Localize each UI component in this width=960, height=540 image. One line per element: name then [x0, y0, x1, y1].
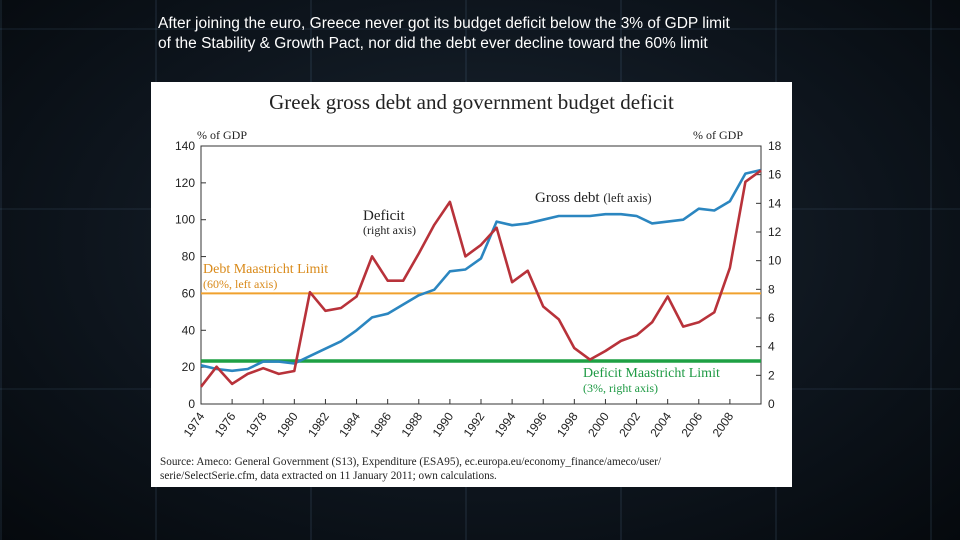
- left-tick-label: 20: [182, 360, 196, 374]
- caption-line-1: After joining the euro, Greece never got…: [158, 15, 730, 32]
- x-tick-label: 1978: [243, 409, 270, 439]
- right-tick-label: 18: [768, 139, 782, 153]
- left-tick-label: 0: [188, 397, 195, 411]
- x-tick-label: 1984: [336, 409, 363, 439]
- slide-caption: After joining the euro, Greece never got…: [158, 14, 878, 54]
- right-tick-label: 2: [768, 368, 775, 382]
- x-tick-label: 2006: [678, 409, 705, 439]
- x-tick-label: 2008: [710, 409, 737, 439]
- right-tick-label: 4: [768, 340, 775, 354]
- chart-source-note: Source: Ameco: General Government (S13),…: [160, 455, 780, 483]
- left-axis-unit: % of GDP: [197, 128, 247, 142]
- left-tick-label: 60: [182, 286, 196, 300]
- right-tick-label: 10: [768, 254, 782, 268]
- x-tick-label: 2002: [616, 409, 643, 439]
- deficit-series-label: Deficit (right axis): [363, 208, 416, 238]
- right-tick-label: 8: [768, 282, 775, 296]
- x-tick-label: 1986: [367, 409, 394, 439]
- right-axis-unit: % of GDP: [693, 128, 743, 142]
- right-tick-label: 0: [768, 397, 775, 411]
- x-tick-label: 1998: [554, 409, 581, 439]
- left-tick-label: 140: [175, 139, 195, 153]
- x-tick-label: 1982: [305, 409, 332, 439]
- x-tick-label: 2004: [647, 409, 674, 439]
- deficit-limit-label: Deficit Maastricht Limit (3%, right axis…: [583, 366, 720, 395]
- x-tick-label: 2000: [585, 409, 612, 439]
- x-tick-label: 1992: [461, 409, 488, 439]
- caption-line-2: of the Stability & Growth Pact, nor did …: [158, 35, 708, 52]
- x-tick-label: 1988: [398, 409, 425, 439]
- x-tick-label: 1980: [274, 409, 301, 439]
- source-line-1: Source: Ameco: General Government (S13),…: [160, 456, 662, 468]
- debt-series-label: Gross debt (left axis): [535, 190, 652, 206]
- left-tick-label: 120: [175, 176, 195, 190]
- x-tick-label: 1976: [212, 409, 239, 439]
- right-tick-label: 16: [768, 168, 782, 182]
- left-tick-label: 40: [182, 323, 196, 337]
- debt-series-line: [200, 168, 762, 373]
- right-tick-label: 6: [768, 311, 775, 325]
- left-tick-label: 100: [175, 213, 195, 227]
- chart-panel: Greek gross debt and government budget d…: [151, 82, 792, 487]
- x-tick-label: 1974: [181, 409, 208, 439]
- source-line-2: serie/SelectSerie.cfm, data extracted on…: [160, 470, 497, 482]
- deficit-series-line: [199, 169, 762, 388]
- x-tick-label: 1990: [430, 409, 457, 439]
- right-tick-label: 12: [768, 225, 782, 239]
- x-tick-label: 1996: [523, 409, 550, 439]
- right-tick-label: 14: [768, 196, 782, 210]
- chart-title: Greek gross debt and government budget d…: [269, 90, 674, 114]
- left-tick-label: 80: [182, 250, 196, 264]
- x-tick-label: 1994: [492, 409, 519, 439]
- debt-limit-label: Debt Maastricht Limit (60%, left axis): [203, 262, 329, 291]
